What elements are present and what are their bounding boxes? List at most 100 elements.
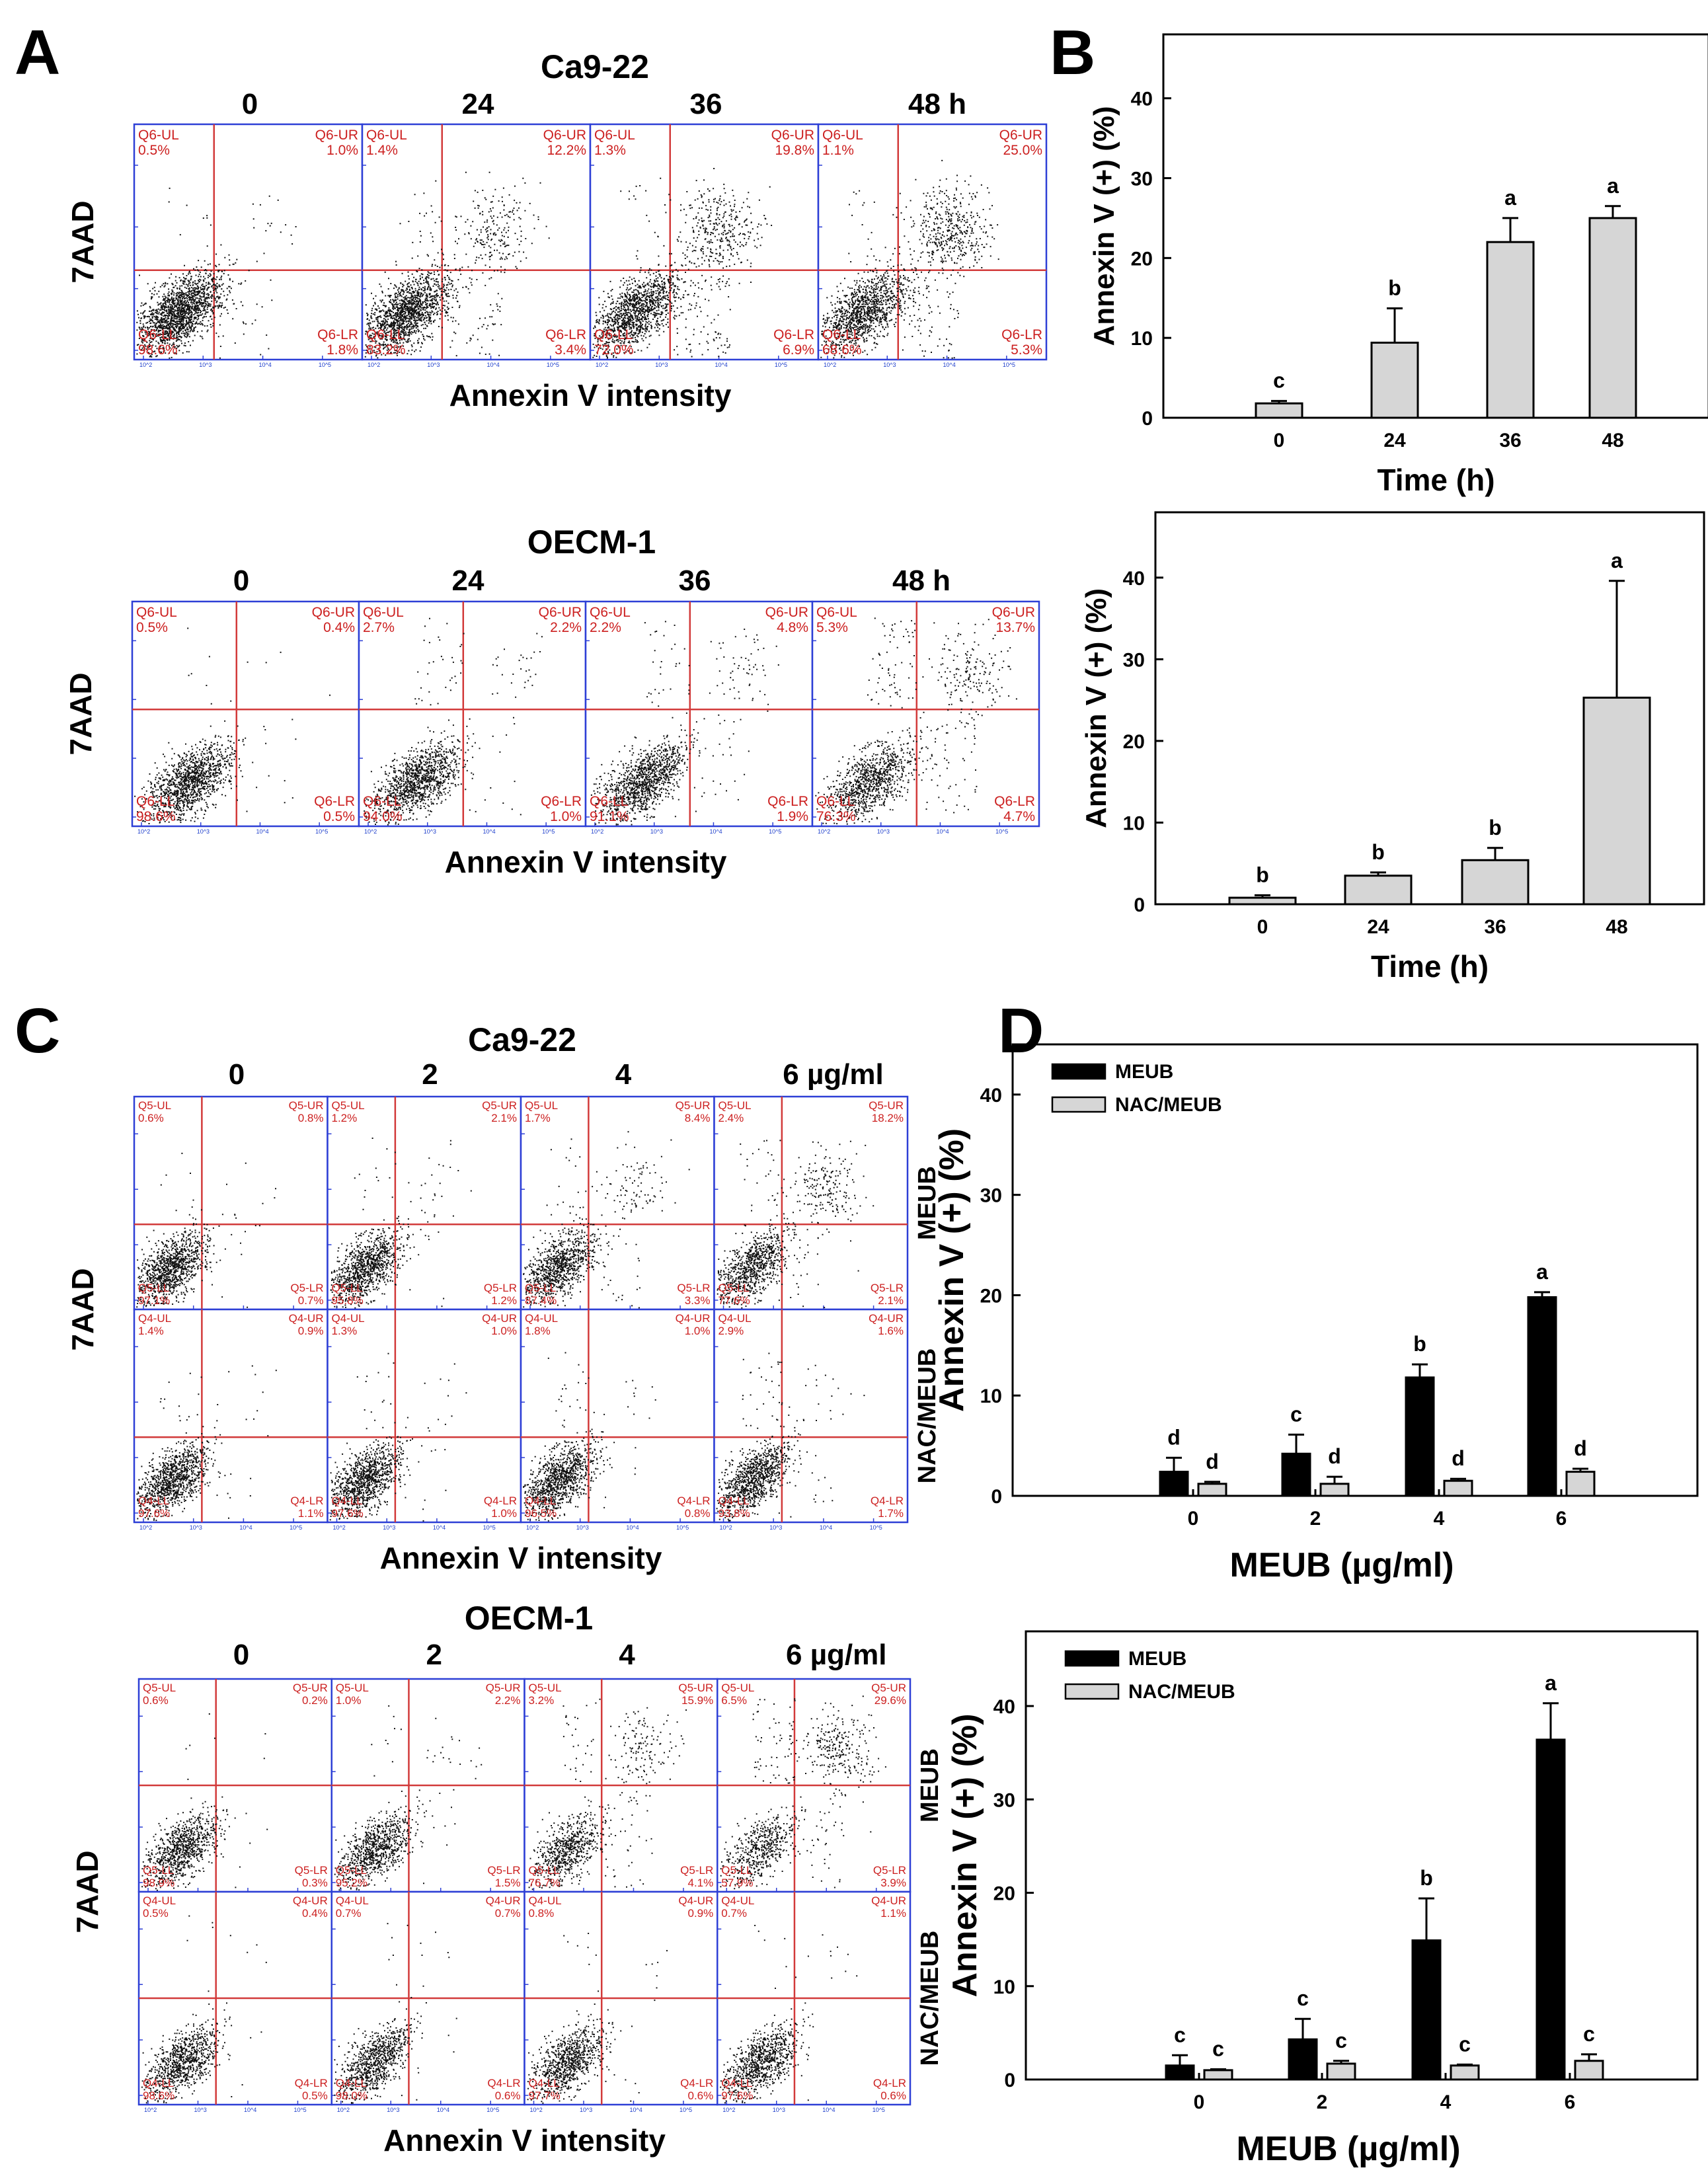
y-tick-label: 20 [1123,731,1145,753]
flow-col-label: 0 [233,564,249,597]
x-tick-label: 6 [1556,1508,1567,1530]
significance-letter: a [1536,1260,1548,1284]
significance-letter: b [1388,276,1401,299]
quadrant-ur-label: Q6-UR [312,605,355,620]
flow-tick-label: 10^5 [870,1524,882,1531]
flow-plot: 10^2 10^3 10^4 10^5 Q4-UL0.7% Q4-UR1.1% Q4-LL9… [717,1890,912,2113]
significance-letter: a [1545,1671,1557,1695]
significance-letter: c [1174,2023,1186,2046]
quadrant-ur-label: Q6-UR [543,128,586,143]
flow-tick-label: 10^2 [364,828,377,835]
bar [1588,217,1637,419]
quadrant-ll-label: Q4-LL [143,2077,174,2089]
quadrant-ll-label: Q6-LL [822,327,861,342]
chart-frame [1154,511,1705,906]
quadrant-ur-value: 29.6% [874,1694,906,1707]
y-tick-label: 40 [1131,89,1153,110]
flow-group-a-ca922: Ca9-22 0 24 36 48 h 7AAD Annexin V intensity 10… [65,48,1048,412]
flow-plot: 10^2 10^3 10^4 10^5Q4-UL0.5%Q4-UR0.4%Q4-LL9… [137,1890,332,2113]
flow-dots [527,1933,668,2104]
flow-tick-label: 10^3 [883,362,896,368]
significance-letter: d [1328,1444,1341,1468]
flow-xlabel: Annexin V intensity [383,2123,666,2158]
quadrant-lr-label: Q5-LR [677,1282,710,1294]
flow-tick-label: 10^3 [190,1524,202,1531]
flow-tick-label: 10^5 [542,828,555,835]
bar-chart-b-top: 0 10 20 30 40 Annexin V (+) (%) Time (h) 0 c 24 b 3… [1088,33,1708,497]
quadrant-ul-value: 1.4% [138,1325,164,1337]
quadrant-lr-label: Q6-LR [773,327,814,342]
flow-tick-label: 10^5 [319,362,331,368]
flow-tick-label: 10^5 [486,2107,499,2113]
quadrant-lr-value: 1.8% [327,342,358,358]
flow-plot: 10^2 10^3 10^4 10^5 Q4-UL2.9% Q4-UR1.6% Q4-LL9… [713,1308,909,1531]
x-tick-label: 36 [1484,916,1506,938]
quadrant-ur-label: Q5-UR [871,1682,906,1694]
quadrant-ul-value: 0.6% [143,1694,169,1707]
bar [1486,241,1535,419]
y-axis-label: Annexin V (+) (%) [946,1713,984,1997]
significance-letter: c [1297,1986,1309,2010]
flow-plot: 10^2 10^3 10^4 10^5 Q6-UL2.7% Q6-UR2.2% Q6-LL9… [358,600,587,835]
flow-xlabel: Annexin V intensity [449,378,732,412]
quadrant-ul-label: Q4-UL [336,1894,369,1907]
flow-row-label: NAC/MEUB [913,1348,941,1484]
quadrant-lr-label: Q4-LR [484,1495,517,1507]
flow-dots [330,1138,472,1309]
quadrant-lr-label: Q6-LR [994,794,1035,809]
quadrant-ur-label: Q5-UR [869,1099,904,1112]
bar [1228,896,1297,906]
quadrant-ll-value: 76.3% [816,809,856,824]
bar [1288,2038,1318,2081]
quadrant-ll-value: 98.9% [143,1877,175,1889]
quadrant-ul-value: 2.9% [718,1325,744,1337]
flow-row-label: MEUB [916,1748,944,1822]
bar [1281,1452,1311,1497]
quadrant-ll-value: 96.5% [525,1507,557,1520]
x-tick-label: 36 [1499,430,1521,451]
flow-tick-label: 10^2 [722,2107,735,2113]
bar [1255,402,1303,419]
quadrant-ul-value: 2.4% [718,1112,744,1124]
quadrant-ur-value: 1.1% [880,1907,906,1920]
quadrant-ll-value: 87.4% [525,1294,557,1307]
bar [1326,2062,1356,2081]
flow-ylabel: 7AAD [63,672,98,755]
quadrant-ll-value: 95.2% [336,1877,368,1889]
quadrant-lr-label: Q5-LR [290,1282,323,1294]
flow-tick-label: 10^5 [315,828,328,835]
chart-frame [1025,1630,1699,2081]
quadrant-ur-value: 1.6% [878,1325,904,1337]
flow-tick-label: 10^4 [256,828,268,835]
flow-ylabel: 7AAD [70,1850,104,1933]
quadrant-ul-value: 0.5% [138,143,170,158]
quadrant-lr-label: Q6-LR [767,794,808,809]
legend-swatch [1051,1096,1106,1113]
flow-group-c-ca922: Ca9-22 0 2 4 6 µg/ml 7AAD Annexin V intensity M… [65,1021,941,1575]
quadrant-ur-value: 13.7% [995,620,1035,635]
bar [1159,1471,1189,1497]
flow-tick-label: 10^5 [290,1524,302,1531]
quadrant-ll-value: 97.1% [138,1294,170,1307]
y-tick-label: 10 [1131,328,1153,350]
x-tick-label: 4 [1434,1508,1445,1530]
flow-col-label: 2 [422,1058,438,1091]
quadrant-ul-label: Q5-UL [718,1099,752,1112]
quadrant-ul-label: Q4-UL [525,1312,558,1325]
quadrant-lr-value: 4.1% [688,1877,714,1889]
quadrant-ul-label: Q4-UL [138,1312,171,1325]
quadrant-lr-value: 1.9% [777,809,808,824]
flow-col-label: 0 [229,1058,245,1091]
flow-tick-label: 10^2 [144,2107,157,2113]
flow-tick-label: 10^4 [239,1524,252,1531]
quadrant-ur-value: 15.9% [681,1694,713,1707]
flow-xlabel: Annexin V intensity [380,1541,662,1575]
quadrant-ur-value: 1.0% [491,1325,517,1337]
flow-plot-frame [133,1095,329,1311]
quadrant-ul-label: Q5-UL [529,1682,562,1694]
flow-plot: 10^2 10^3 10^4 10^5Q4-UL0.7%Q4-UR0.7%Q4-LL9… [330,1890,525,2113]
flow-plot-frame [811,600,1040,828]
panel-letter-c: C [15,995,60,1066]
quadrant-lr-label: Q5-LR [871,1282,904,1294]
